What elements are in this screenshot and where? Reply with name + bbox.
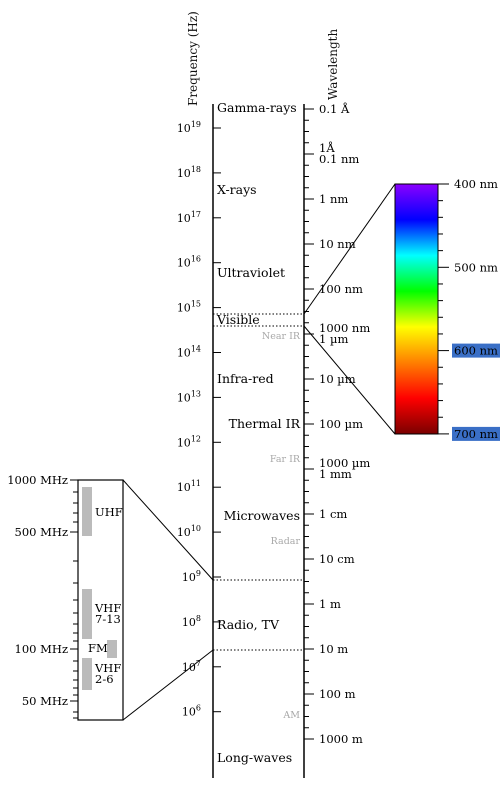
radio-band-label: VHF	[94, 661, 121, 675]
band-label: Infra-red	[217, 371, 274, 386]
wavelength-tick-label: 1000 nm	[319, 321, 370, 335]
frequency-tick-label: 107	[182, 659, 201, 674]
band-label: Radio, TV	[217, 617, 280, 632]
wavelength-tick-label: 1000 m	[319, 732, 363, 746]
wavelength-tick-label: 0.1 Å	[319, 102, 350, 116]
wavelength-tick-label: 1Å	[319, 141, 335, 155]
wavelength-tick-label: 0.1 nm	[319, 152, 359, 166]
radio-band-label: UHF	[95, 505, 123, 519]
band-label: Ultraviolet	[217, 265, 285, 280]
sub-band-label: AM	[282, 710, 300, 721]
wavelength-axis-title: Wavelength	[326, 29, 340, 100]
frequency-ticks: 1019 1018 1017 1016 1015 1014 1013 1012 1011 1010…	[177, 120, 221, 719]
radio-band-label: VHF	[94, 601, 121, 615]
radio-band-bar	[82, 487, 92, 536]
radio-zoom-connector-bottom	[122, 649, 214, 721]
wavelength-tick-label: 100 nm	[319, 282, 363, 296]
wavelength-tick-label: 10 µm	[319, 372, 356, 386]
visible-spectrum-ticks: 400 nm 500 nm 600 nm 700 nm	[438, 177, 500, 441]
radio-scale-label: 50 MHz	[22, 694, 68, 708]
radio-band-label: FM	[88, 641, 108, 655]
frequency-tick-label: 1017	[177, 210, 201, 225]
wavelength-tick-label: 1 cm	[319, 507, 347, 521]
band-label: Gamma-rays	[217, 100, 297, 115]
frequency-tick-label: 1012	[177, 434, 201, 449]
wavelength-ticks: 0.1 Å 1Å0.1 nm 1 nm 10 nm 100 nm 1000 nm1 µm 1…	[304, 102, 370, 746]
spectrum-tick-highlight	[452, 426, 500, 441]
frequency-tick-label: 106	[182, 704, 201, 719]
frequency-tick-label: 1019	[177, 120, 201, 135]
frequency-tick-label: 1014	[177, 345, 201, 360]
wavelength-tick-label: 1 mm	[319, 467, 352, 481]
wavelength-tick-label: 1 nm	[319, 192, 348, 206]
frequency-tick-label: 1018	[177, 165, 201, 180]
band-label: Long-waves	[217, 750, 292, 765]
spectrum-tick-label: 700 nm	[454, 427, 498, 441]
frequency-tick-label: 108	[182, 614, 201, 629]
sub-band-label: Radar	[271, 536, 301, 547]
frequency-tick-label: 1016	[177, 255, 201, 270]
frequency-tick-label: 1010	[177, 524, 201, 539]
visible-spectrum-bar	[394, 183, 439, 435]
radio-band-bar	[82, 658, 92, 690]
frequency-tick-label: 1013	[177, 389, 201, 404]
band-label: X-rays	[217, 182, 257, 197]
spectrum-tick-label: 400 nm	[454, 177, 498, 191]
frequency-tick-label: 1015	[177, 300, 201, 315]
radio-scale-label: 100 MHz	[15, 642, 68, 656]
radio-band-label: 7-13	[95, 612, 121, 626]
sub-band-labels: Near IR Far IR Radar AM	[262, 331, 301, 721]
radio-zoom-connector-top	[122, 479, 214, 581]
wavelength-tick-label: 10 m	[319, 642, 348, 656]
band-label: Microwaves	[224, 508, 300, 523]
frequency-axis-title: Frequency (Hz)	[186, 11, 200, 106]
wavelength-tick-label: 10 cm	[319, 552, 355, 566]
radio-scale-label: 1000 MHz	[7, 473, 68, 487]
spectrum-tick-highlight	[452, 343, 500, 358]
radio-inset-ticks: 1000 MHz 500 MHz 100 MHz 50 MHz	[7, 473, 78, 719]
wavelength-tick-label: 100 µm	[319, 417, 363, 431]
radio-band-bar	[107, 640, 117, 658]
wavelength-tick-label: 10 nm	[319, 237, 356, 251]
frequency-tick-label: 109	[182, 569, 201, 584]
spectrum-tick-label: 600 nm	[454, 344, 498, 358]
wavelength-tick-label: 100 m	[319, 687, 356, 701]
radio-scale-label: 500 MHz	[15, 525, 68, 539]
radio-band-label: 2-6	[95, 672, 114, 686]
visible-zoom-connector-top	[303, 183, 396, 315]
band-label: Visible	[216, 312, 260, 327]
radio-band-bar	[82, 589, 92, 639]
spectrum-tick-label: 500 nm	[454, 260, 498, 274]
sub-band-label: Far IR	[270, 454, 301, 465]
band-label: Thermal IR	[229, 416, 301, 431]
band-labels: Gamma-rays X-rays Ultraviolet Visible Infra-…	[216, 100, 301, 765]
wavelength-tick-label: 1 m	[319, 597, 341, 611]
wavelength-tick-label: 1000 µm	[319, 456, 370, 470]
frequency-tick-label: 1011	[177, 479, 201, 494]
sub-band-label: Near IR	[262, 331, 301, 342]
wavelength-tick-label: 1 µm	[319, 332, 348, 346]
visible-zoom-connector-bottom	[303, 325, 396, 435]
